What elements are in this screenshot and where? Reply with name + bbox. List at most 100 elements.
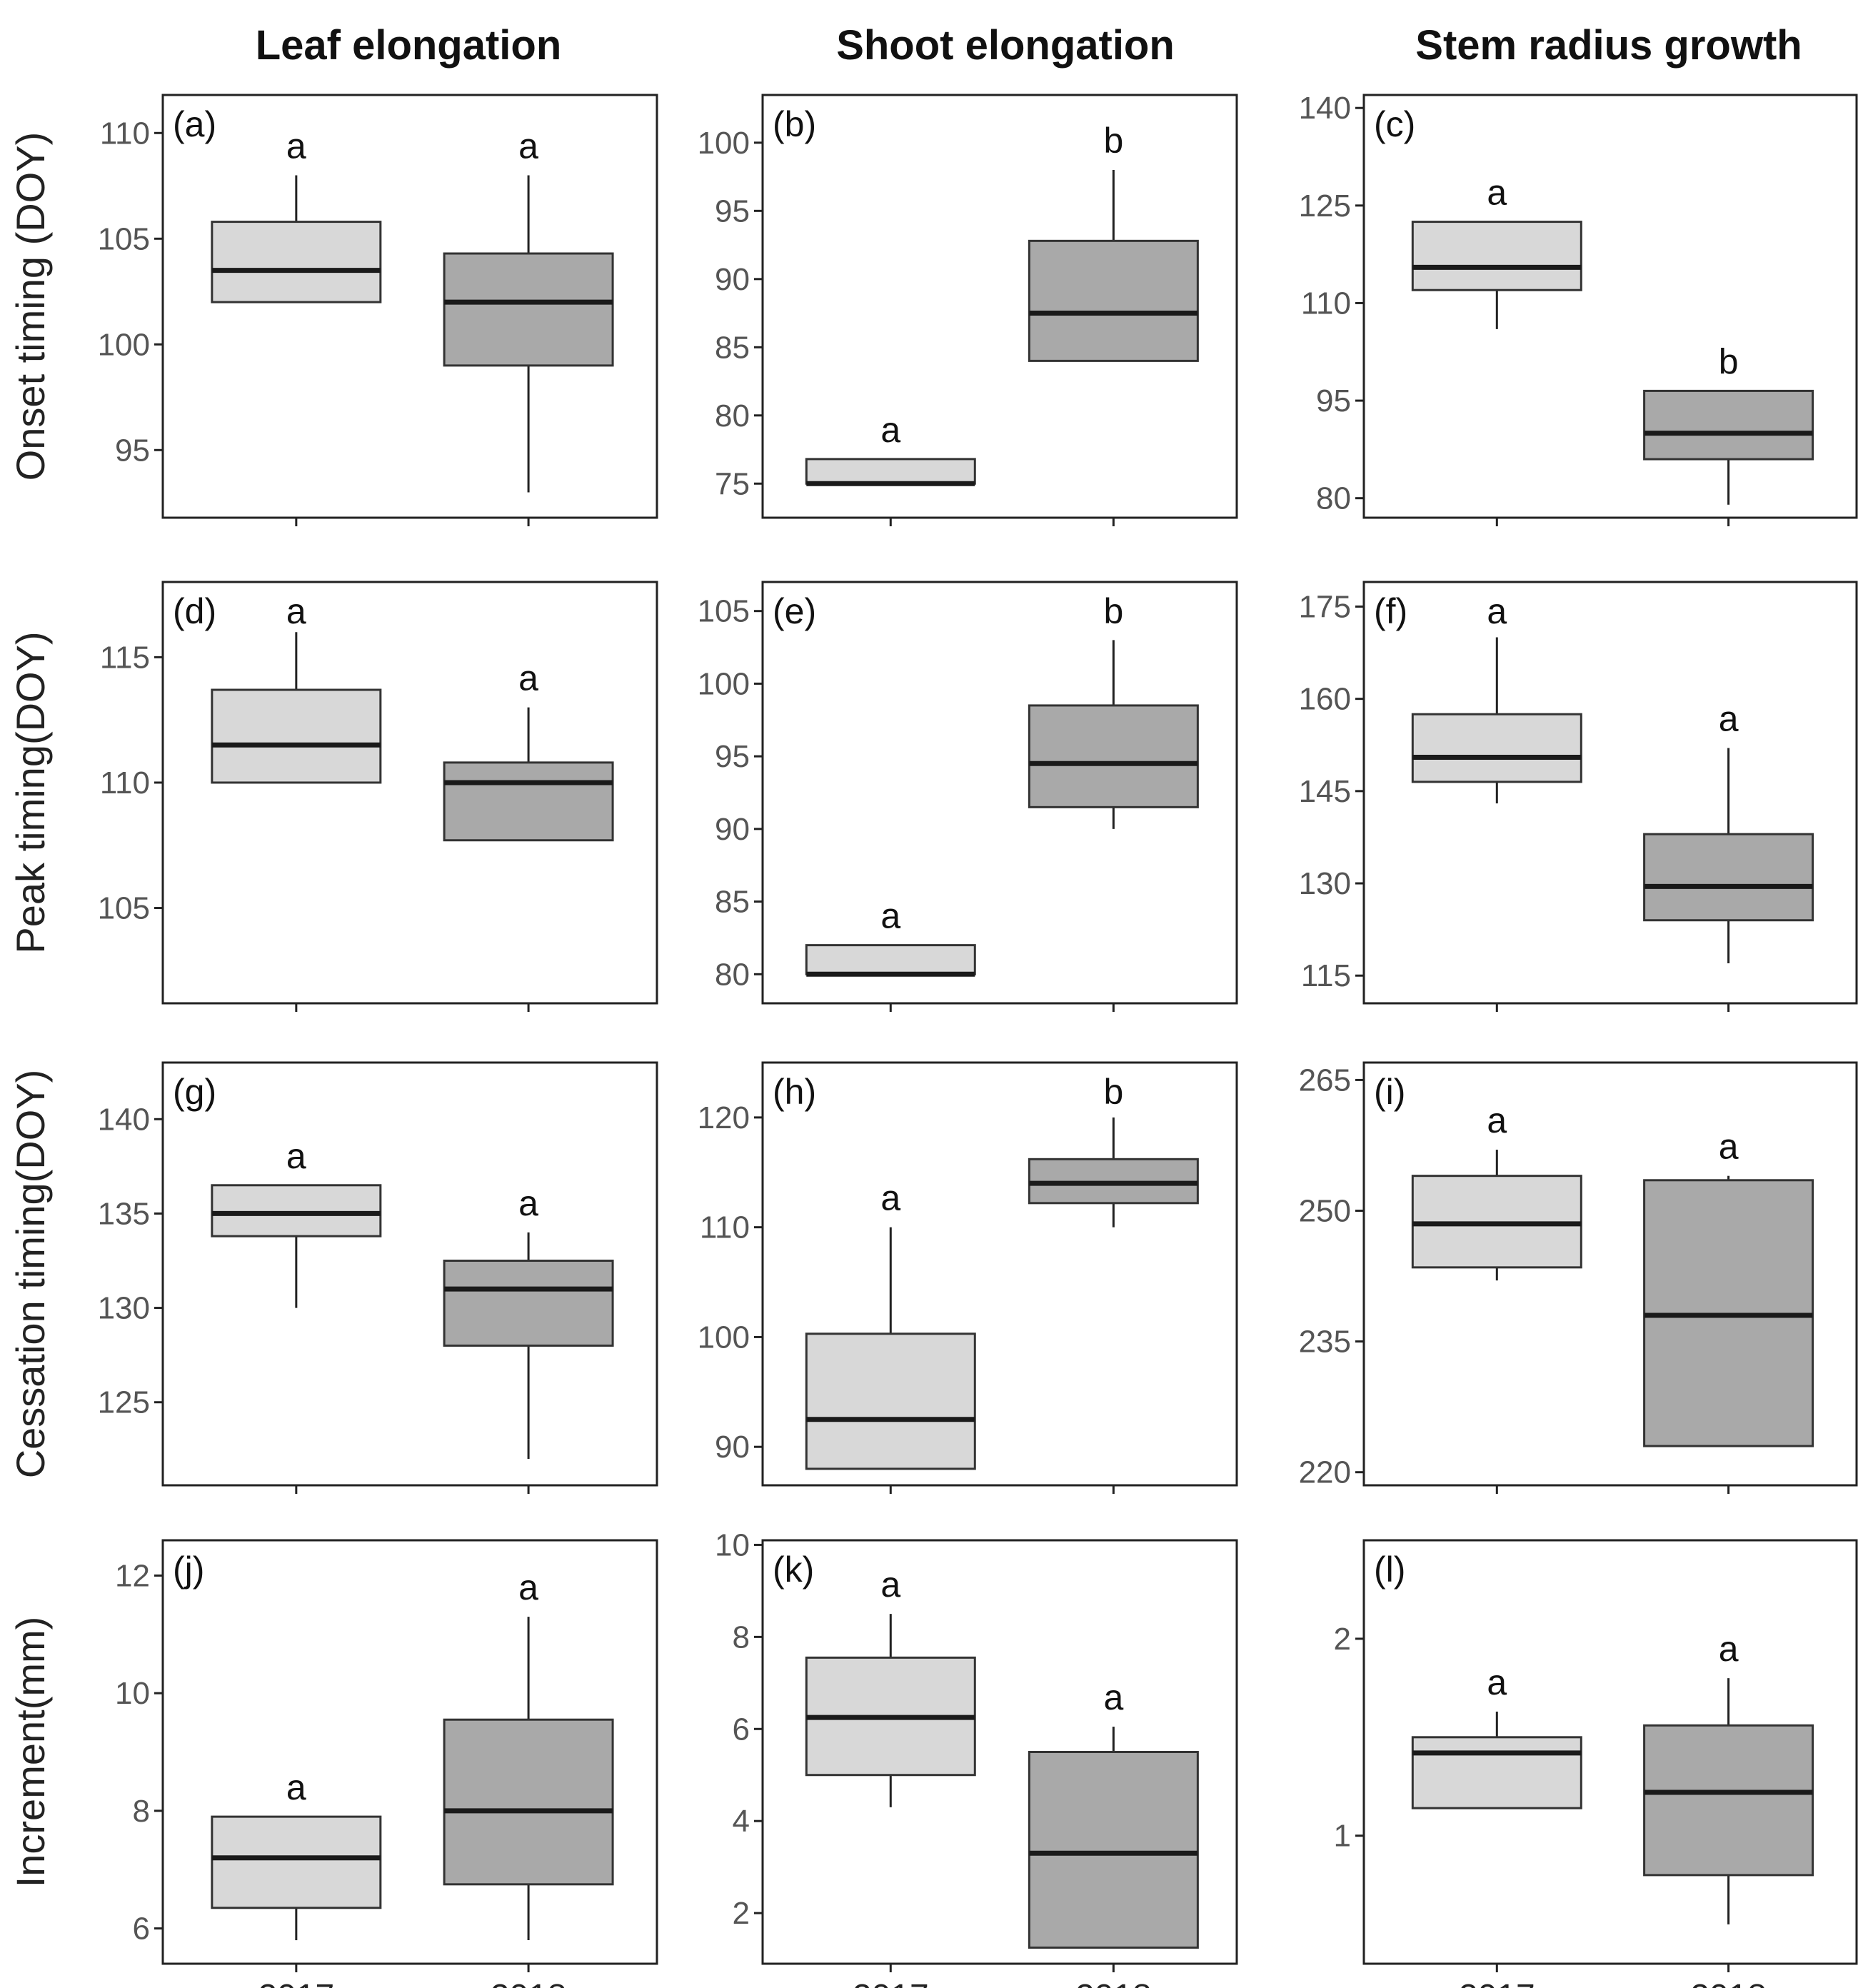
- y-tick-label: 105: [98, 891, 150, 926]
- y-tick-label: 110: [100, 765, 150, 800]
- y-tick-label: 235: [1299, 1325, 1351, 1360]
- y-tick-label: 120: [698, 1100, 750, 1135]
- y-tick-label: 10: [115, 1676, 150, 1711]
- box-2017: a: [805, 896, 976, 977]
- x-tick-label: 2017: [258, 1978, 334, 1988]
- y-tick-label: 95: [1316, 383, 1351, 418]
- iqr-box: [211, 1184, 382, 1238]
- significance-letter: a: [1487, 1662, 1507, 1702]
- significance-letter: a: [880, 410, 900, 450]
- y-tick-label: 2: [1334, 1622, 1351, 1657]
- y-tick-label: 8: [733, 1620, 750, 1655]
- significance-letter: a: [286, 591, 306, 631]
- iqr-box: [443, 1718, 614, 1886]
- y-tick-label: 105: [698, 594, 750, 629]
- y-tick-label: 105: [98, 221, 150, 256]
- row-axis-label: Increment(mm): [8, 1617, 53, 1888]
- iqr-box: [211, 688, 382, 784]
- y-tick-label: 130: [98, 1291, 150, 1326]
- column-title: Stem radius growth: [1415, 22, 1802, 69]
- box-2017: a: [805, 1178, 976, 1470]
- panel-frame: [761, 94, 1238, 519]
- panel-frame: [761, 581, 1238, 1005]
- box-2018: a: [1643, 1629, 1814, 1924]
- y-tick-label: 100: [698, 666, 750, 701]
- significance-letter: a: [286, 1767, 306, 1807]
- iqr-box: [805, 458, 976, 485]
- panel-frame: [161, 94, 658, 519]
- row-axis-label: Cessation timing(DOY): [8, 1070, 53, 1479]
- box-2018: a: [443, 1567, 614, 1941]
- significance-letter: a: [1719, 699, 1739, 739]
- box-2017: a: [211, 591, 382, 784]
- box-2018: b: [1028, 591, 1199, 829]
- significance-letter: b: [1103, 591, 1123, 631]
- panel-label: (a): [173, 104, 216, 144]
- iqr-box: [1411, 221, 1582, 291]
- y-tick-label: 115: [100, 640, 150, 675]
- iqr-box: [443, 252, 614, 367]
- y-tick-label: 1: [1334, 1819, 1351, 1854]
- box-2017: a: [1411, 591, 1582, 804]
- box-2018: a: [443, 658, 614, 842]
- panel-c: 80 95 110 125 140 (c) a b: [1299, 91, 1858, 526]
- y-tick-label: 140: [1299, 91, 1351, 126]
- significance-letter: a: [880, 1178, 900, 1218]
- column-title: Leaf elongation: [256, 22, 562, 69]
- x-tick-label: 2018: [1690, 1978, 1767, 1988]
- significance-letter: a: [286, 126, 306, 166]
- y-tick-label: 130: [1299, 866, 1351, 901]
- panel-label: (l): [1374, 1550, 1405, 1590]
- panel-i: 220 235 250 265 (i) a a: [1299, 1061, 1858, 1494]
- panel-h: 90 100 110 120 (h) a b: [698, 1061, 1238, 1494]
- panel-label: (i): [1374, 1072, 1405, 1112]
- y-tick-label: 90: [715, 812, 750, 847]
- iqr-box: [1028, 704, 1199, 808]
- y-tick-label: 265: [1299, 1063, 1351, 1098]
- y-tick-label: 10: [715, 1527, 750, 1562]
- row-axis-label: Onset timing (DOY): [8, 132, 53, 481]
- significance-letter: a: [880, 896, 900, 936]
- iqr-box: [443, 761, 614, 842]
- panel-l: 1 2 2017 2018 (l) a a: [1334, 1539, 1858, 1988]
- panel-frame: [161, 1539, 658, 1965]
- significance-letter: a: [518, 126, 538, 166]
- box-2018: a: [1028, 1677, 1199, 1949]
- y-tick-label: 75: [715, 466, 750, 501]
- iqr-box: [1643, 833, 1814, 922]
- significance-letter: a: [518, 658, 538, 698]
- box-2017: a: [211, 1767, 382, 1941]
- y-tick-label: 140: [98, 1102, 150, 1137]
- iqr-box: [1028, 1751, 1199, 1949]
- y-tick-label: 100: [98, 327, 150, 362]
- iqr-box: [211, 221, 382, 303]
- panel-g: 125 130 135 140 (g) a a: [98, 1061, 658, 1494]
- y-tick-label: 110: [1301, 286, 1351, 321]
- box-2017: a: [1411, 173, 1582, 329]
- iqr-box: [1028, 239, 1199, 362]
- box-2018: a: [1643, 1127, 1814, 1447]
- y-tick-label: 90: [715, 262, 750, 297]
- panel-label: (g): [173, 1072, 216, 1112]
- significance-letter: a: [518, 1567, 538, 1607]
- box-2017: a: [211, 1136, 382, 1308]
- panel-label: (e): [773, 591, 816, 631]
- panel-b: 75 80 85 90 95 100 (b) a b: [698, 94, 1238, 526]
- y-tick-label: 100: [698, 126, 750, 161]
- significance-letter: a: [1487, 591, 1507, 631]
- significance-letter: b: [1103, 121, 1123, 161]
- panel-frame: [1362, 94, 1858, 519]
- y-tick-label: 6: [133, 1912, 150, 1947]
- y-tick-label: 115: [1301, 958, 1351, 993]
- y-tick-label: 100: [698, 1320, 750, 1355]
- iqr-box: [805, 1332, 976, 1470]
- y-tick-label: 175: [1299, 589, 1351, 624]
- box-2018: b: [1028, 1072, 1199, 1228]
- box-2017: a: [211, 126, 382, 303]
- panel-e: 80 85 90 95 100 105 (e) a b: [698, 581, 1238, 1012]
- y-tick-label: 125: [98, 1385, 150, 1420]
- y-tick-label: 95: [715, 194, 750, 229]
- panel-label: (h): [773, 1072, 816, 1112]
- box-2017: a: [1411, 1100, 1582, 1281]
- y-tick-label: 85: [715, 885, 750, 920]
